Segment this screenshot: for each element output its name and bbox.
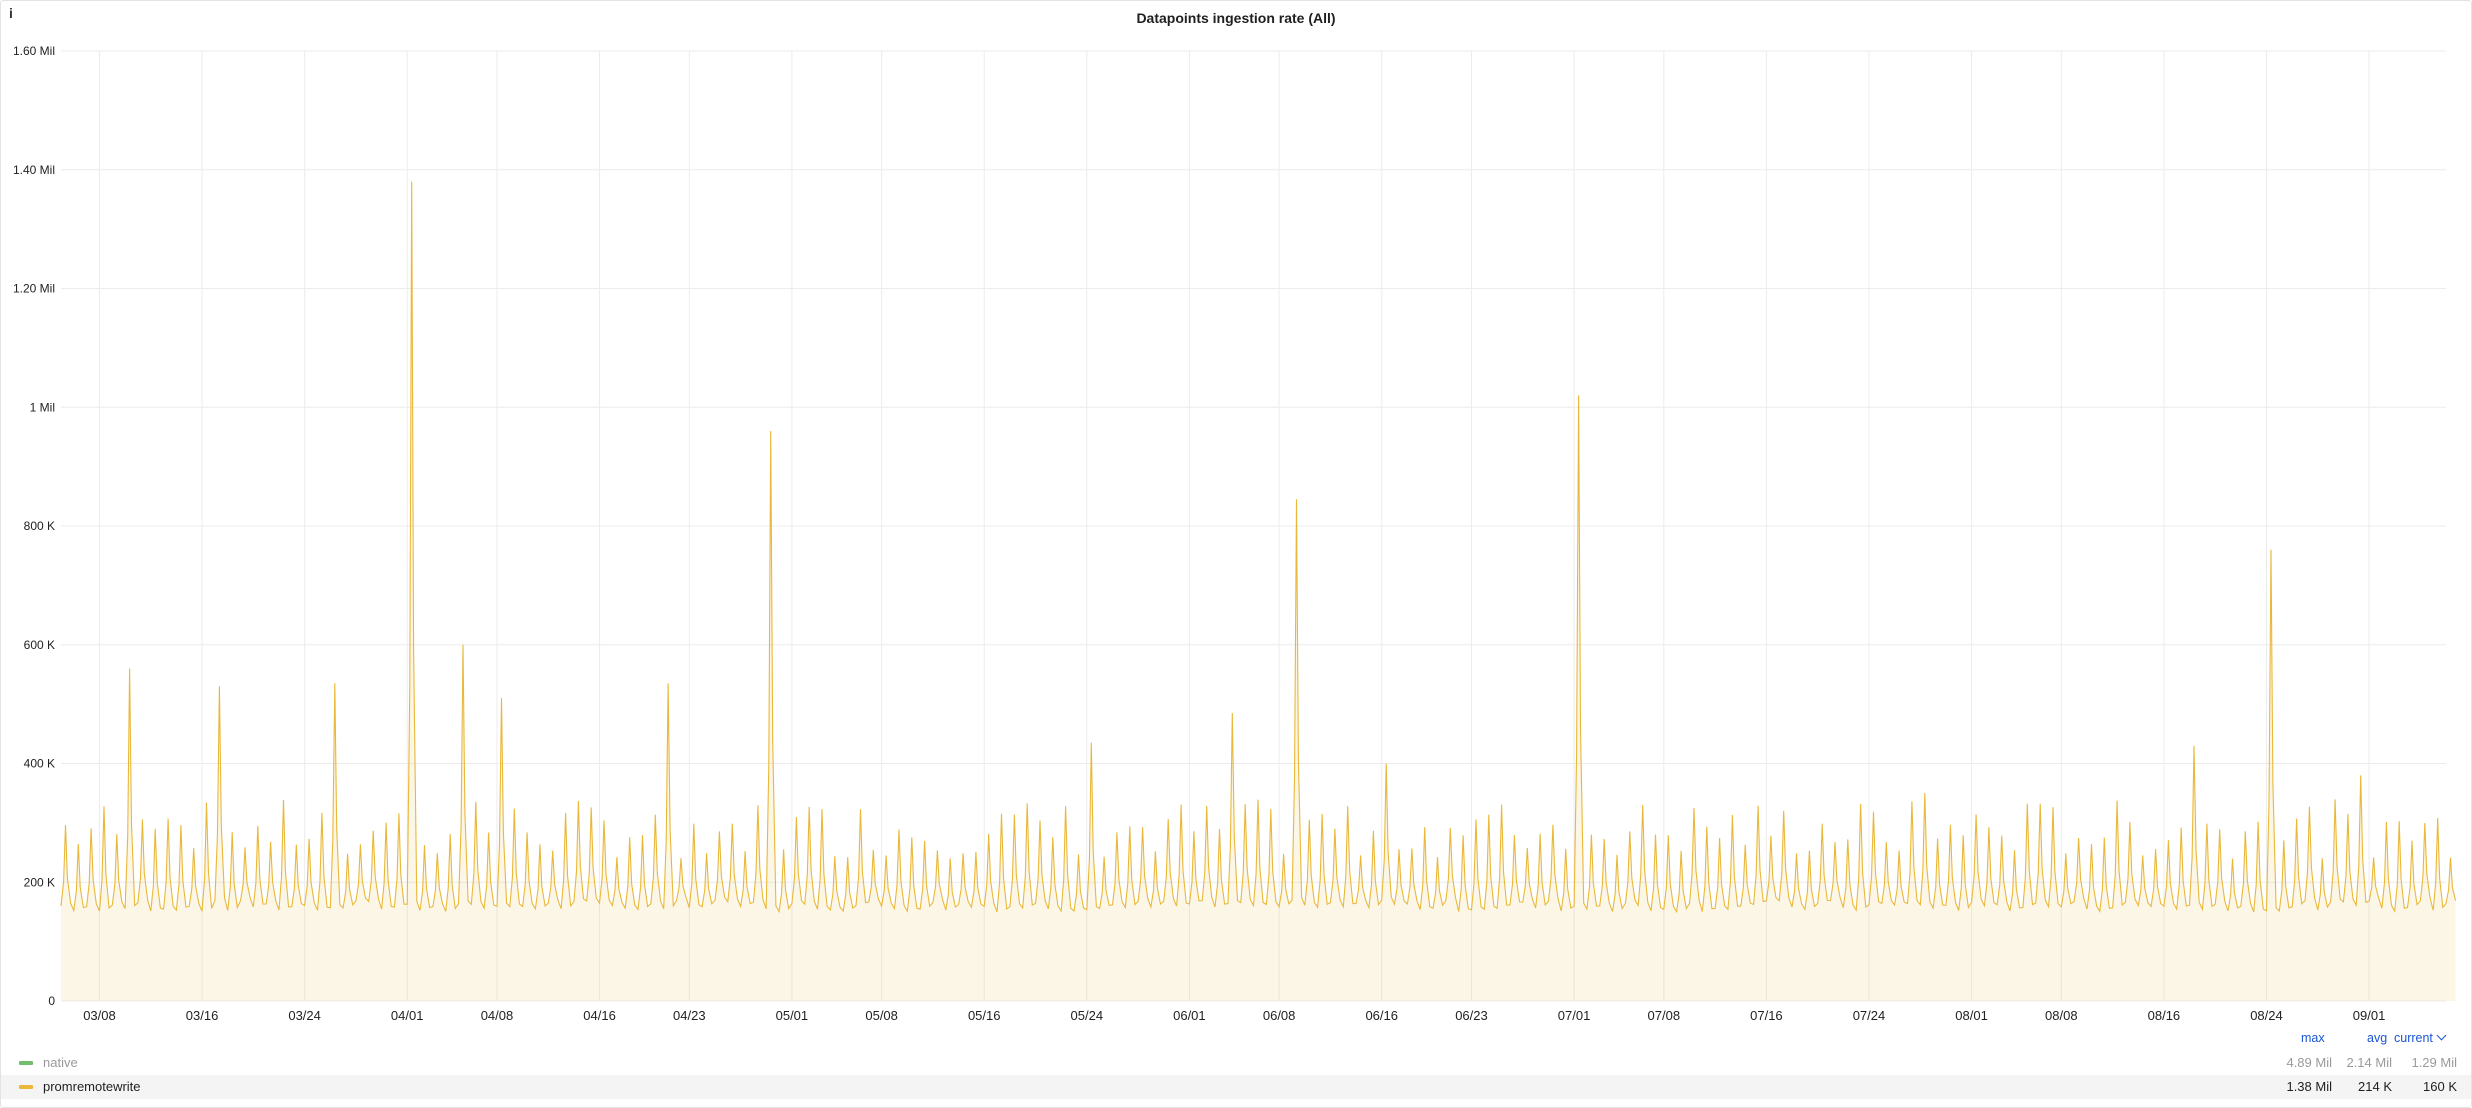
- y-tick-label: 400 K: [24, 757, 55, 771]
- x-tick-label: 09/01: [2353, 1008, 2386, 1023]
- x-tick-label: 05/16: [968, 1008, 1001, 1023]
- x-tick-label: 07/16: [1750, 1008, 1783, 1023]
- panel-title[interactable]: Datapoints ingestion rate (All): [1136, 10, 1336, 26]
- x-tick-label: 04/01: [391, 1008, 424, 1023]
- legend-current-value: 1.29 Mil: [2411, 1055, 2457, 1070]
- x-tick-label: 07/24: [1853, 1008, 1886, 1023]
- y-axis: 0 200 K 400 K 600 K 800 K 1 Mil 1.20 Mil 1.40 M…: [13, 44, 55, 1008]
- series-line-promremotewrite: [60, 181, 2457, 914]
- info-icon[interactable]: i: [9, 5, 13, 21]
- y-tick-label: 1.20 Mil: [13, 282, 55, 296]
- y-tick-label: 800 K: [24, 519, 55, 533]
- chart-plot[interactable]: 0 200 K 400 K 600 K 800 K 1 Mil 1.20 Mil 1.40 M…: [1, 1, 2472, 1041]
- x-tick-label: 04/16: [583, 1008, 616, 1023]
- x-tick-label: 03/08: [83, 1008, 116, 1023]
- x-tick-label: 03/16: [186, 1008, 219, 1023]
- x-tick-label: 08/24: [2250, 1008, 2283, 1023]
- legend-row-native[interactable]: native 4.89 Mil 2.14 Mil 1.29 Mil: [1, 1051, 2471, 1075]
- legend-swatch: [19, 1085, 33, 1089]
- x-tick-label: 05/01: [776, 1008, 809, 1023]
- legend-row-promremotewrite[interactable]: promremotewrite 1.38 Mil 214 K 160 K: [1, 1075, 2471, 1099]
- x-tick-label: 05/24: [1071, 1008, 1104, 1023]
- x-tick-label: 06/08: [1263, 1008, 1296, 1023]
- x-tick-label: 06/01: [1173, 1008, 1206, 1023]
- x-tick-label: 05/08: [865, 1008, 898, 1023]
- legend-avg-value: 214 K: [2358, 1079, 2392, 1094]
- legend-series-name[interactable]: native: [43, 1055, 78, 1070]
- x-tick-label: 07/01: [1558, 1008, 1591, 1023]
- x-tick-label: 06/23: [1455, 1008, 1488, 1023]
- y-tick-label: 1.60 Mil: [13, 44, 55, 58]
- x-tick-label: 08/01: [1955, 1008, 1988, 1023]
- legend-header-max[interactable]: max: [2301, 1031, 2325, 1045]
- x-tick-label: 04/08: [481, 1008, 514, 1023]
- y-tick-label: 200 K: [24, 875, 55, 889]
- chevron-down-icon: [2436, 1030, 2447, 1041]
- legend-max-value: 1.38 Mil: [2286, 1079, 2332, 1094]
- legend-current-value: 160 K: [2423, 1079, 2457, 1094]
- series-area: [60, 181, 2457, 1002]
- legend-header-current[interactable]: current: [2394, 1030, 2447, 1045]
- series-fill-promremotewrite: [61, 181, 2456, 1002]
- x-tick-label: 06/16: [1365, 1008, 1398, 1023]
- x-tick-label: 03/24: [288, 1008, 321, 1023]
- x-axis: 03/08 03/16 03/24 04/01 04/08 04/16 04/23 05/01…: [83, 1008, 2385, 1023]
- x-tick-label: 07/08: [1648, 1008, 1681, 1023]
- legend-avg-value: 2.14 Mil: [2346, 1055, 2392, 1070]
- legend-swatch: [19, 1061, 33, 1065]
- x-tick-label: 08/16: [2148, 1008, 2181, 1023]
- y-tick-label: 600 K: [24, 638, 55, 652]
- x-tick-label: 08/08: [2045, 1008, 2078, 1023]
- legend-max-value: 4.89 Mil: [2286, 1055, 2332, 1070]
- legend-series-name[interactable]: promremotewrite: [43, 1079, 141, 1094]
- legend-header-avg[interactable]: avg: [2367, 1031, 2388, 1045]
- y-tick-label: 1.40 Mil: [13, 163, 55, 177]
- chart-grid: [61, 50, 2446, 1002]
- y-tick-label: 1 Mil: [30, 400, 55, 414]
- y-tick-label: 0: [48, 994, 55, 1008]
- x-tick-label: 04/23: [673, 1008, 706, 1023]
